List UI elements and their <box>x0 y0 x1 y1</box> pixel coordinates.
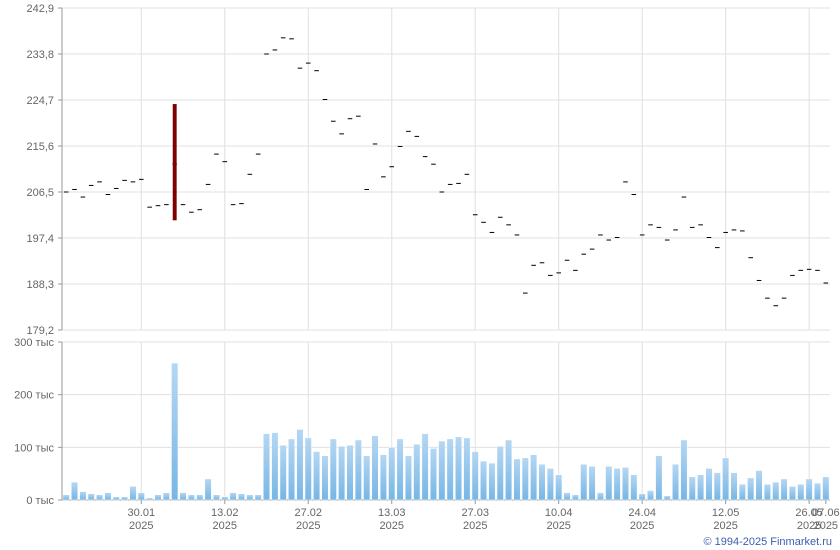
svg-text:206,5: 206,5 <box>26 187 54 199</box>
svg-text:179,2: 179,2 <box>26 325 54 337</box>
svg-text:188,3: 188,3 <box>26 279 54 291</box>
svg-text:0 тыс: 0 тыс <box>26 495 54 507</box>
svg-text:13.03: 13.03 <box>378 507 406 519</box>
svg-text:2025: 2025 <box>814 520 838 532</box>
svg-text:12.05: 12.05 <box>712 507 740 519</box>
svg-text:200 тыс: 200 тыс <box>14 390 54 402</box>
svg-text:100 тыс: 100 тыс <box>14 442 54 454</box>
stock-chart: 179,2 188,3 197,4 206,5 215,6 224,7 233,8 242,9… <box>0 0 840 550</box>
svg-text:242,9: 242,9 <box>26 3 54 15</box>
svg-text:27.02: 27.02 <box>294 507 322 519</box>
svg-text:13.02: 13.02 <box>211 507 239 519</box>
svg-text:2025: 2025 <box>713 520 737 532</box>
svg-text:07.06: 07.06 <box>812 507 840 519</box>
svg-text:2025: 2025 <box>296 520 320 532</box>
svg-text:2025: 2025 <box>379 520 403 532</box>
svg-text:233,8: 233,8 <box>26 49 54 61</box>
chart-canvas: 179,2 188,3 197,4 206,5 215,6 224,7 233,8 242,9… <box>0 0 840 550</box>
svg-text:197,4: 197,4 <box>26 233 54 245</box>
svg-text:24.04: 24.04 <box>628 507 656 519</box>
svg-text:27.03: 27.03 <box>461 507 489 519</box>
copyright-text: © 1994-2025 Finmarket.ru <box>703 536 832 548</box>
svg-text:215,6: 215,6 <box>26 141 54 153</box>
svg-text:2025: 2025 <box>546 520 570 532</box>
svg-text:300 тыс: 300 тыс <box>14 337 54 349</box>
svg-text:2025: 2025 <box>213 520 237 532</box>
svg-text:224,7: 224,7 <box>26 95 54 107</box>
svg-text:2025: 2025 <box>129 520 153 532</box>
svg-text:10.04: 10.04 <box>545 507 573 519</box>
svg-text:2025: 2025 <box>630 520 654 532</box>
svg-text:30.01: 30.01 <box>128 507 156 519</box>
svg-text:2025: 2025 <box>463 520 487 532</box>
